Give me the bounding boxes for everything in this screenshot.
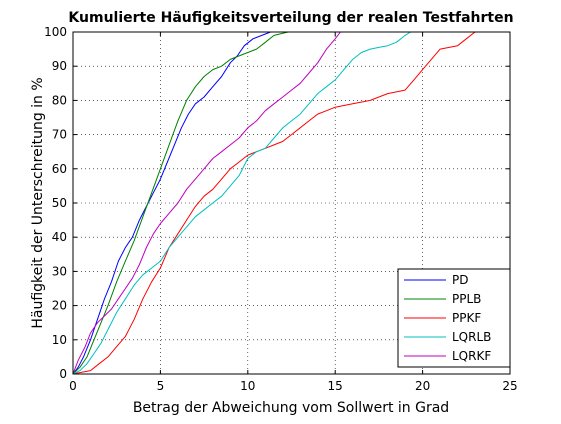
chart-title: Kumulierte Häufigkeitsverteilung der rea… [68,10,513,26]
y-tick-label: 100 [44,25,67,39]
y-tick-label: 20 [52,299,67,313]
y-tick-label: 80 [52,93,67,107]
axis-ticks: 0 5 10 15 20 25 0 10 20 30 40 50 60 70 80 90 100 [44,25,518,393]
y-tick-label: 70 [52,128,67,142]
x-tick-label: 0 [69,379,77,393]
series-line-ppkf [72,31,476,375]
y-tick-label: 0 [59,367,67,381]
y-tick-label: 50 [52,196,67,210]
series-line-lqrkf [72,31,341,375]
legend-label-lqrkf: LQRKF [452,349,491,363]
y-tick-label: 10 [52,333,67,347]
legend-label-pd: PD [452,273,468,287]
x-tick-label: 25 [502,379,517,393]
series-layer [72,31,476,375]
legend-label-lqrlb: LQRLB [452,330,491,344]
y-axis-label: Häufigkeit der Unterschreitung in % [30,77,46,328]
x-tick-label: 10 [240,379,255,393]
legend: PD PPLB PPKF LQRLB LQRKF [397,268,511,368]
legend-label-ppkf: PPKF [452,311,481,325]
series-line-lqrlb [72,31,411,375]
x-tick-label: 15 [328,379,343,393]
x-axis-label: Betrag der Abweichung vom Sollwert in Gr… [133,400,449,416]
legend-label-pplb: PPLB [452,292,481,306]
y-tick-label: 60 [52,162,67,176]
x-tick-label: 20 [415,379,430,393]
y-tick-label: 30 [52,264,67,278]
y-tick-label: 90 [52,59,67,73]
series-line-pd [72,31,280,375]
x-tick-label: 5 [157,379,165,393]
y-tick-label: 40 [52,230,67,244]
